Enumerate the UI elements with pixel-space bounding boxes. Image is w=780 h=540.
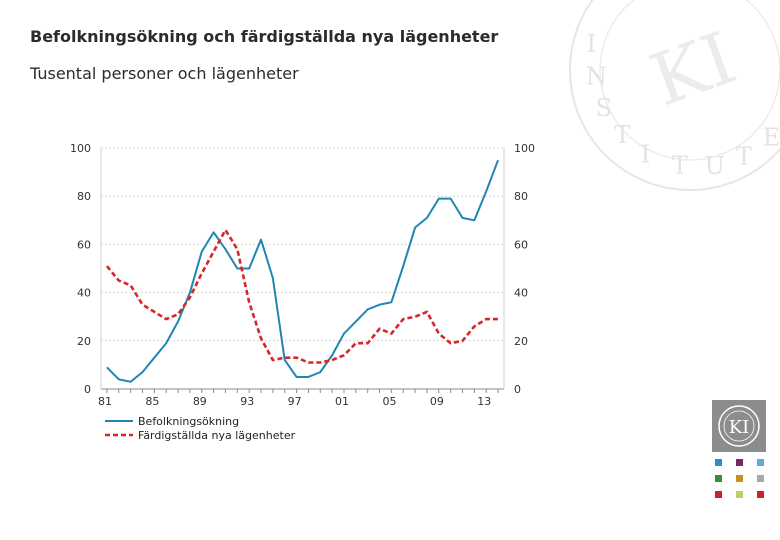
seal-lettering: INSTITUTET	[586, 30, 780, 180]
x-tick-label: 81	[98, 395, 112, 408]
y-tick-label-right: 40	[514, 287, 528, 300]
y-tick-label-left: 60	[77, 238, 91, 251]
series-line-befolkningsokning	[106, 159, 500, 383]
x-tick-label: 93	[240, 395, 254, 408]
x-tick-label: 89	[193, 395, 207, 408]
y-tick-label-right: 80	[514, 190, 528, 203]
chart-axes	[100, 148, 505, 393]
color-swatch	[736, 491, 743, 498]
institute-seal-watermark: INSTITUTET KI	[569, 0, 780, 191]
color-swatch	[715, 459, 722, 466]
logo-monogram: KI	[729, 417, 750, 438]
x-tick-label: 09	[430, 395, 444, 408]
chart-series	[105, 159, 500, 383]
color-swatch	[715, 475, 722, 482]
chart-grid	[101, 147, 504, 342]
color-swatch	[757, 491, 764, 498]
y-tick-label-right: 20	[514, 335, 528, 348]
color-swatch	[736, 459, 743, 466]
x-tick-label: 85	[145, 395, 159, 408]
y-tick-label-right: 100	[514, 142, 535, 155]
chart-title: Befolkningsökning och färdigställda nya …	[30, 27, 499, 46]
x-tick-label: 05	[382, 395, 396, 408]
color-swatch	[736, 475, 743, 482]
x-tick-label: 13	[477, 395, 491, 408]
y-tick-label-left: 40	[77, 287, 91, 300]
y-tick-label-left: 0	[84, 383, 91, 396]
series-line-fardigstallda	[105, 228, 499, 364]
color-swatch	[757, 475, 764, 482]
color-swatch	[715, 491, 722, 498]
y-tick-label-right: 60	[514, 238, 528, 251]
legend-label: Befolkningsökning	[138, 415, 239, 428]
x-tick-label: 97	[288, 395, 302, 408]
y-tick-label-left: 20	[77, 335, 91, 348]
chart-ticks: 0 0 20 20 40 40 60 60 80 80 100 100 81 85 89 93 97 01 05 09…	[70, 142, 535, 408]
chart-subtitle: Tusental personer och lägenheter	[30, 64, 299, 83]
y-tick-label-right: 0	[514, 383, 521, 396]
color-swatch	[757, 459, 764, 466]
y-tick-label-left: 100	[70, 142, 91, 155]
legend-label: Färdigställda nya lägenheter	[138, 429, 296, 442]
x-tick-label: 01	[335, 395, 349, 408]
ki-logo: KI	[712, 400, 766, 452]
y-tick-label-left: 80	[77, 190, 91, 203]
